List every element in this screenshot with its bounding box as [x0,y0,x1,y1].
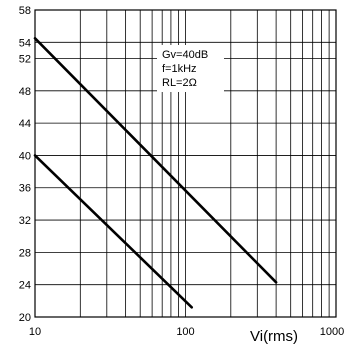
y-tick-label: 44 [19,118,31,130]
y-tick-label: 36 [19,183,31,195]
series-line-1 [33,36,278,284]
y-axis-ticks: 20 24 28 32 36 40 44 48 52 54 58 [19,5,31,324]
y-tick-label: 40 [19,150,31,162]
plot-frame [34,9,337,318]
y-tick-label: 24 [19,280,31,292]
annotation-gain: Gv=40dB [162,49,208,61]
annotation-background [157,45,224,92]
x-tick-label: 1000 [320,326,344,338]
y-tick-label: 20 [19,312,31,324]
y-tick-label: 28 [19,247,31,259]
y-tick-label: 32 [19,215,31,227]
y-tick-label: 52 [19,53,31,65]
y-tick-label: 54 [19,37,31,49]
x-axis-ticks: 10 100 1000 [29,326,344,338]
x-tick-label: 10 [29,326,41,338]
series-line-2 [33,154,193,309]
x-axis-label: Vi(rms) [250,328,298,345]
annotation-frequency: f=1kHz [162,63,197,75]
series-layer [33,36,278,309]
y-tick-label: 58 [19,5,31,17]
annotation-load: RL=2Ω [162,77,197,89]
x-tick-label: 100 [176,326,194,338]
y-tick-label: 48 [19,86,31,98]
